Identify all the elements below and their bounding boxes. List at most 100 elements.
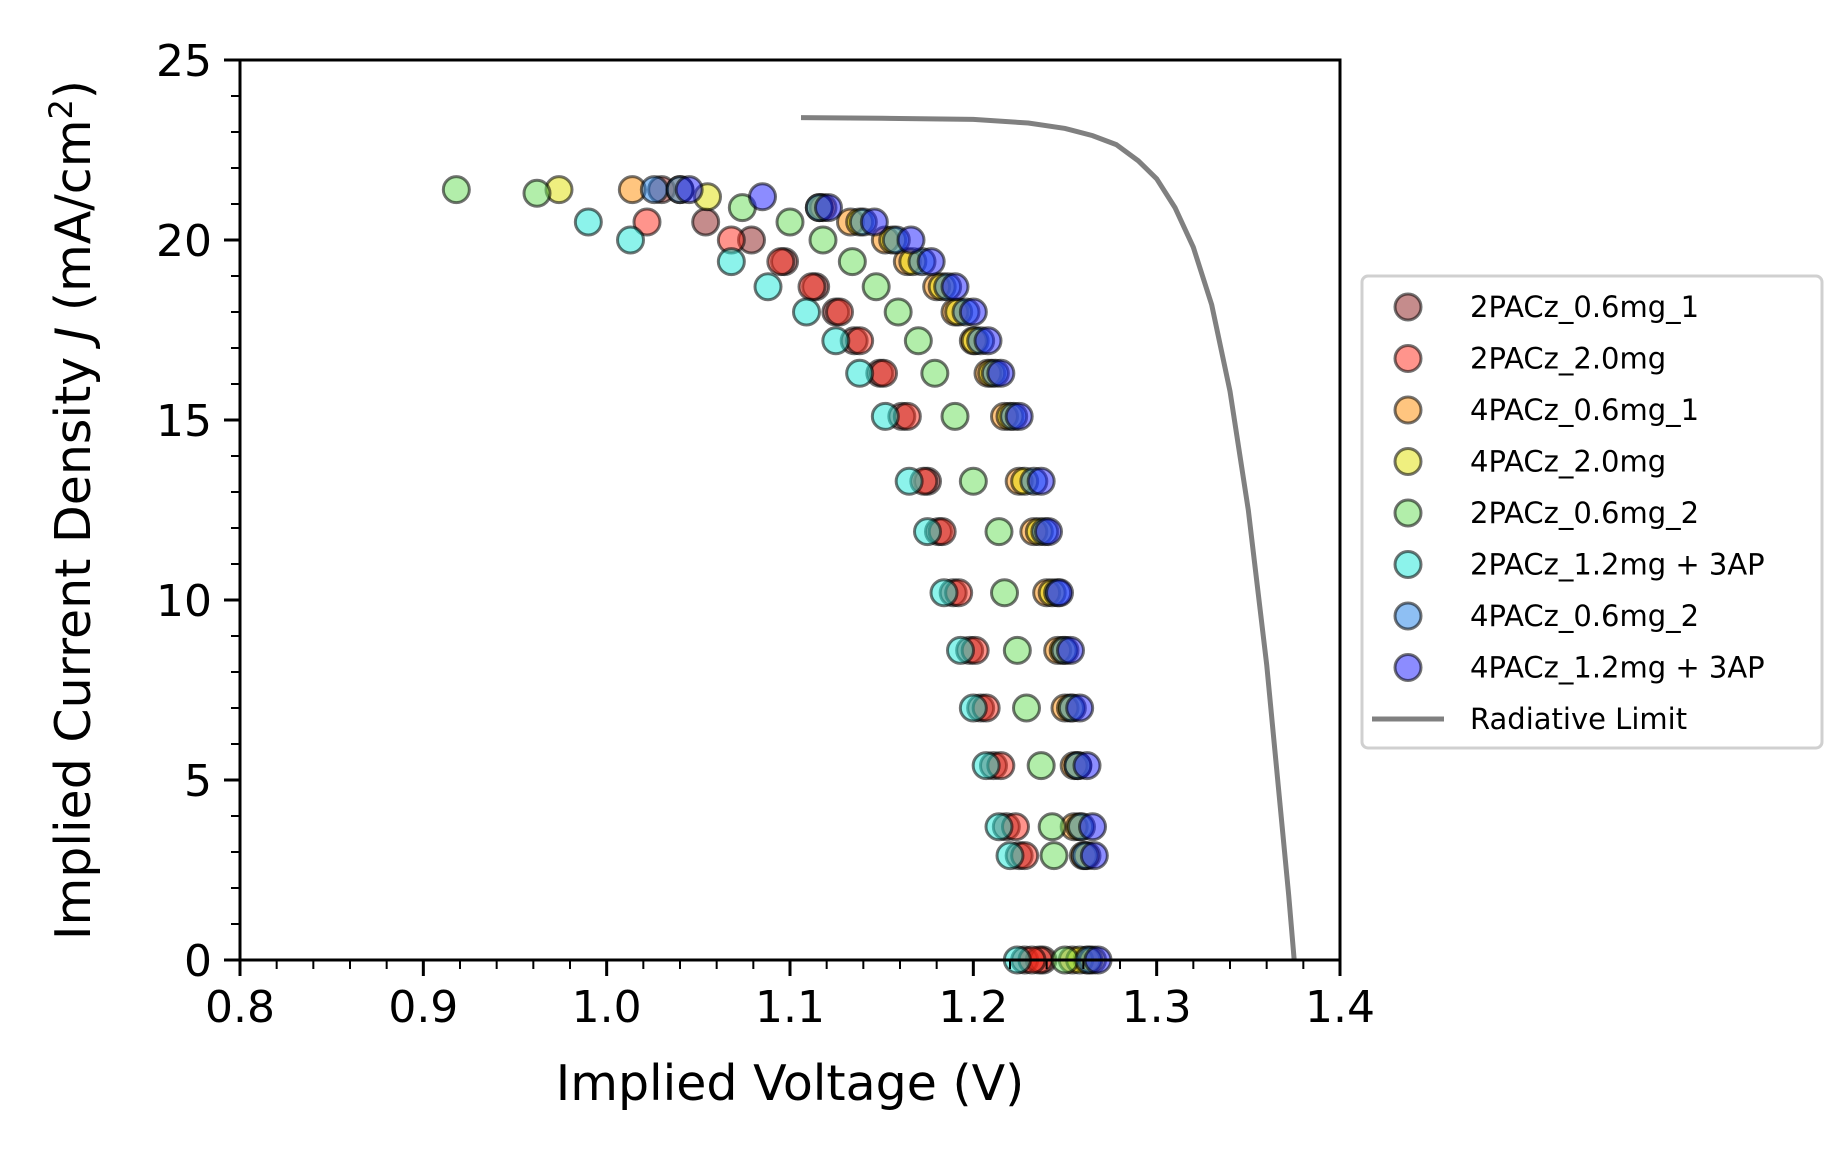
y-tick-label: 10 <box>156 576 212 627</box>
data-point <box>573 207 603 237</box>
x-tick-label: 1.0 <box>572 982 642 1033</box>
scatter-series <box>647 175 1058 975</box>
legend-marker <box>1393 550 1423 579</box>
data-point <box>1026 466 1056 496</box>
legend-entry-label: 4PACz_0.6mg_1 <box>1470 393 1699 427</box>
data-point <box>984 812 1014 842</box>
data-point <box>973 326 1003 356</box>
data-point <box>920 358 950 388</box>
legend-entry-label: 2PACz_0.6mg_2 <box>1470 496 1699 530</box>
data-point <box>441 175 471 205</box>
legend-marker <box>1393 653 1423 682</box>
legend-marker <box>1393 395 1423 425</box>
data-point <box>946 635 975 665</box>
data-point <box>958 297 988 327</box>
data-point <box>674 175 704 205</box>
y-tick-label: 15 <box>156 396 212 447</box>
data-point <box>616 225 645 255</box>
data-point <box>1034 517 1063 547</box>
legend-marker <box>1393 601 1423 631</box>
radiative-limit-line <box>800 115 1297 961</box>
data-point <box>859 207 889 237</box>
plot-frame <box>238 58 1342 962</box>
data-point <box>821 326 851 356</box>
data-point <box>632 207 662 237</box>
data-point <box>894 466 924 496</box>
legend-marker <box>1393 292 1423 322</box>
data-point <box>845 326 875 356</box>
scatter-series <box>632 207 1054 975</box>
data-point <box>1079 841 1109 871</box>
y-axis-label-part: ) <box>45 80 102 99</box>
data-point <box>1037 812 1067 842</box>
scatter-series <box>441 175 1080 975</box>
data-point <box>940 401 970 431</box>
data-point <box>971 751 1001 781</box>
x-tick-label: 1.1 <box>755 982 825 1033</box>
data-point <box>1004 401 1034 431</box>
legend: 2PACz_0.6mg_1 2PACz_2.0mg 4PACz_0.6mg_1 4PA… <box>1360 274 1824 750</box>
data-point <box>958 466 988 496</box>
y-axis-label-superscript: 2 <box>42 99 80 119</box>
data-point <box>691 207 721 237</box>
legend-entry-label: 4PACz_2.0mg <box>1470 445 1666 479</box>
data-point <box>958 693 988 723</box>
data-point <box>1072 751 1102 781</box>
legend-entry-label: 2PACz_1.2mg + 3AP <box>1470 548 1765 582</box>
data-point <box>1045 578 1074 608</box>
x-tick-label: 1.4 <box>1305 982 1375 1033</box>
data-point <box>990 578 1019 608</box>
x-tick-label: 0.8 <box>205 982 275 1033</box>
y-axis-label-part: (mA/cm <box>45 120 102 327</box>
legend-marker <box>1393 344 1423 373</box>
legend-entry-label: Radiative Limit <box>1470 702 1687 736</box>
data-point <box>929 578 959 608</box>
data-point <box>870 401 900 431</box>
data-point <box>716 247 746 277</box>
data-point <box>814 193 843 223</box>
data-point <box>748 182 777 212</box>
y-tick-label: 25 <box>156 36 212 87</box>
data-point <box>1078 812 1107 842</box>
data-point <box>1002 635 1032 665</box>
data-point <box>1012 693 1041 723</box>
y-axis-label-part: Implied Current Density <box>45 341 102 940</box>
legend-marker <box>1393 498 1423 528</box>
data-point <box>903 326 933 356</box>
data-point <box>837 247 867 277</box>
scatter-series <box>573 207 1032 975</box>
data-point <box>984 517 1014 547</box>
data-point <box>522 178 552 208</box>
data-point <box>775 207 805 237</box>
data-point <box>896 225 926 255</box>
legend-box <box>1360 274 1824 750</box>
data-point <box>845 358 875 388</box>
plot-series <box>441 115 1297 975</box>
data-point <box>869 358 898 388</box>
x-axis-label: Implied Voltage (V) <box>556 1055 1024 1112</box>
y-axis-label: Implied Current Density J (mA/cm2) <box>42 80 102 940</box>
data-point <box>940 272 970 302</box>
data-point <box>639 175 669 205</box>
data-point <box>916 247 946 277</box>
data-point <box>797 272 827 302</box>
data-point <box>1026 751 1056 781</box>
data-point <box>825 297 854 327</box>
y-tick-label: 5 <box>184 756 212 807</box>
scatter-series <box>674 175 1113 975</box>
x-tick-label: 0.9 <box>388 982 458 1033</box>
data-point <box>883 297 913 327</box>
data-point <box>1065 693 1095 723</box>
y-tick-label: 0 <box>184 936 212 987</box>
data-point <box>913 517 942 547</box>
data-point <box>753 272 783 302</box>
axis-ticks: 0.8 0.9 1.0 1.1 1.2 1.3 1.4 0 5 10 15 20 25 <box>156 36 1375 1033</box>
x-tick-label: 1.3 <box>1122 982 1192 1033</box>
data-point <box>986 358 1016 388</box>
legend-marker <box>1393 447 1423 476</box>
legend-entry-label: 2PACz_0.6mg_1 <box>1470 290 1699 324</box>
y-tick-label: 20 <box>156 216 212 267</box>
data-point <box>1056 635 1085 665</box>
data-point <box>808 225 838 255</box>
